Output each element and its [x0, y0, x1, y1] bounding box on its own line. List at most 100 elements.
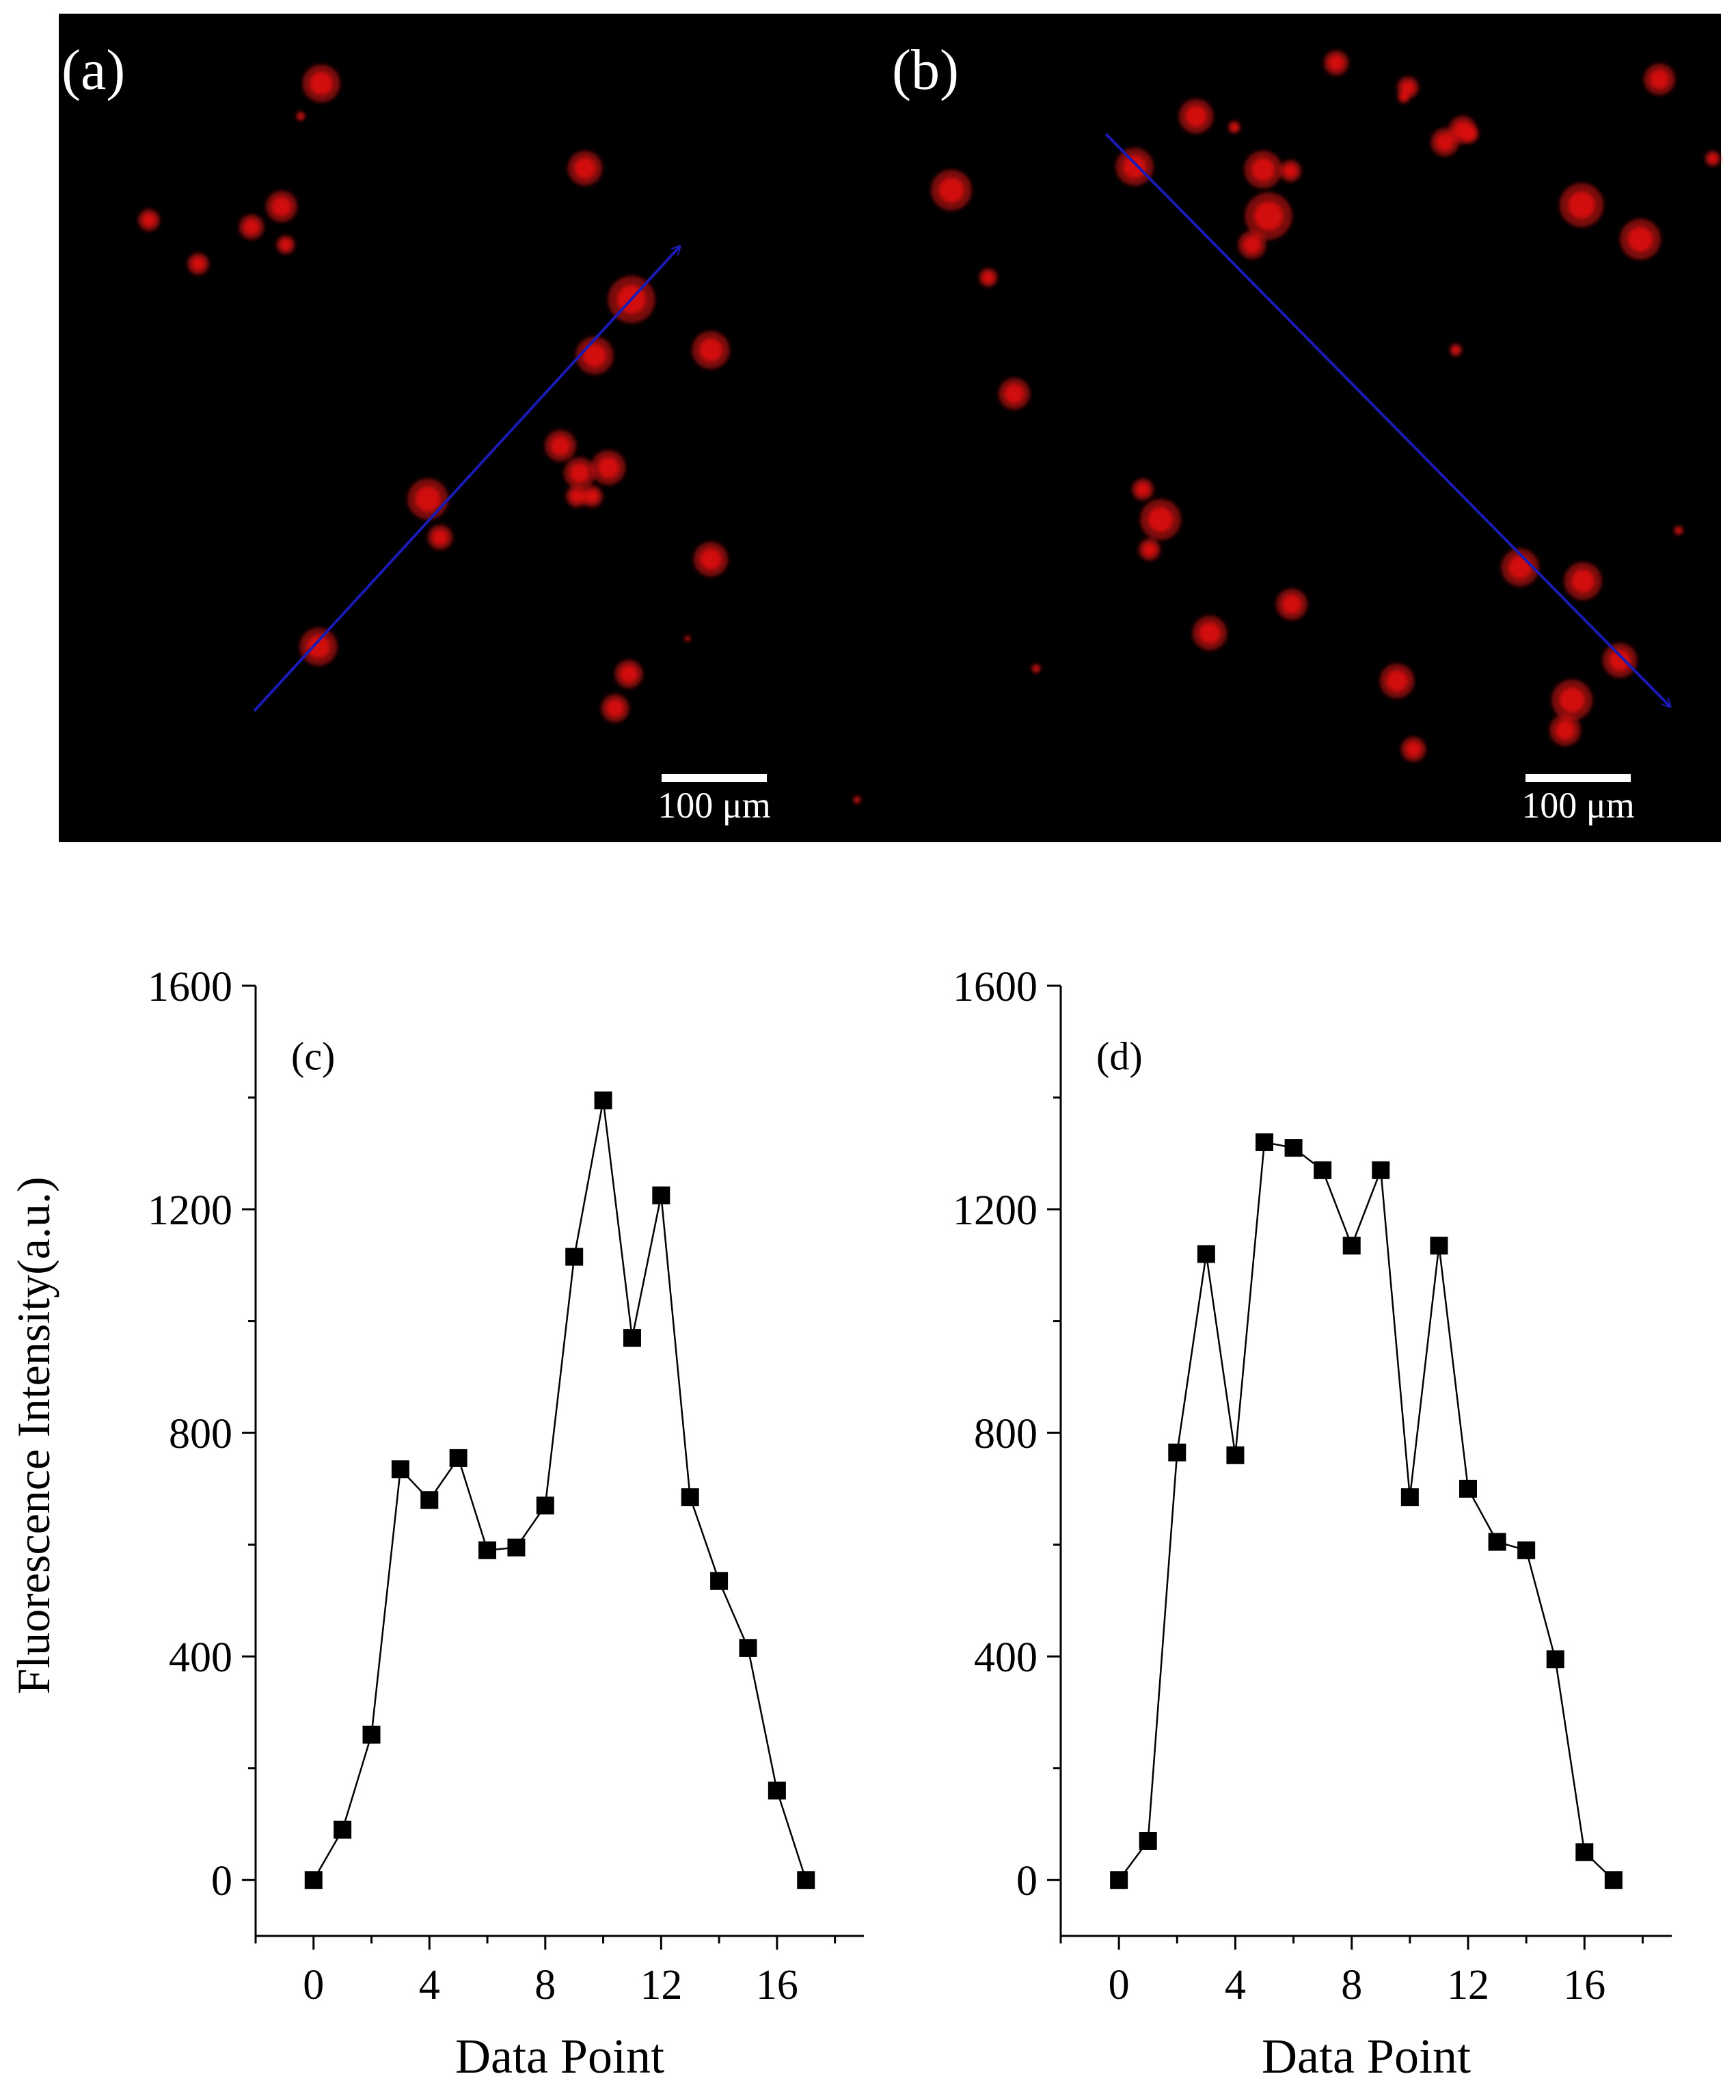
data-point-marker [304, 1871, 323, 1889]
cell [1460, 124, 1479, 144]
micrograph-a: (a) 100 μm [62, 38, 861, 826]
x-tick-label: 12 [1447, 1962, 1489, 2008]
cell [684, 635, 691, 642]
y-tick-label: 1600 [148, 964, 232, 1010]
cell [1276, 589, 1307, 620]
x-tick-label: 0 [1109, 1962, 1130, 2008]
data-point-marker [1168, 1443, 1186, 1462]
cell [614, 660, 643, 688]
cell [1400, 736, 1426, 762]
x-tick-label: 12 [640, 1962, 682, 2008]
data-point-marker [1604, 1871, 1623, 1889]
x-axis-title: Data Point [455, 2029, 664, 2084]
panel-label: (c) [291, 1034, 335, 1079]
cell [931, 170, 972, 211]
data-point-marker [1139, 1832, 1157, 1850]
data-point-marker [334, 1820, 352, 1839]
cell [1705, 150, 1721, 167]
cell [1430, 128, 1459, 157]
data-point-marker [420, 1491, 439, 1509]
cell [1564, 562, 1602, 600]
cell [1192, 615, 1228, 651]
cell [999, 378, 1030, 409]
cell [1644, 64, 1675, 95]
data-point-marker [1546, 1650, 1564, 1669]
cell [591, 450, 626, 485]
data-point-marker [1372, 1161, 1390, 1179]
cell [1379, 663, 1415, 699]
scale-bar-label-a: 100 μm [657, 785, 770, 826]
data-point-marker [1314, 1161, 1332, 1179]
cell [239, 214, 265, 240]
cell [1279, 159, 1302, 183]
cell [407, 479, 448, 520]
data-point-marker [739, 1639, 757, 1657]
data-point-marker [594, 1091, 612, 1109]
micrograph-strip: (a) 100 μm (b) 100 μm [59, 14, 1721, 842]
data-point-marker [1488, 1533, 1506, 1551]
cell [276, 235, 295, 254]
data-point-marker [1110, 1871, 1128, 1889]
panel-label-a: (a) [62, 38, 125, 102]
cell [567, 150, 603, 186]
cell [266, 191, 297, 222]
cell [580, 485, 603, 508]
cell [1323, 50, 1349, 76]
y-tick-label: 1600 [953, 964, 1037, 1010]
cell [1115, 148, 1154, 186]
cell [1397, 90, 1411, 104]
y-axis-title: Fluorescence Intensity(a.u.) [8, 1176, 59, 1694]
cell [187, 252, 210, 275]
data-point-marker [391, 1460, 409, 1479]
cell [1178, 98, 1214, 134]
cell [299, 628, 338, 666]
cell [1228, 120, 1241, 134]
cell [1674, 526, 1683, 535]
cell [1244, 150, 1282, 189]
cell [575, 336, 614, 375]
series-line [312, 1100, 807, 1881]
scale-bar-label-b: 100 μm [1521, 785, 1634, 826]
y-tick-label: 0 [1016, 1858, 1037, 1904]
data-point-marker [1284, 1139, 1303, 1157]
x-tick-label: 8 [1341, 1962, 1362, 2008]
cell [1549, 714, 1581, 746]
data-point-marker [1342, 1237, 1361, 1255]
x-tick-label: 8 [534, 1962, 556, 2008]
x-tick-label: 0 [303, 1962, 324, 2008]
data-point-marker [768, 1781, 786, 1800]
data-point-marker [565, 1248, 584, 1266]
panel-label: (d) [1096, 1034, 1143, 1079]
series-line [1118, 1141, 1614, 1881]
cell [601, 694, 629, 723]
cell [137, 208, 161, 232]
y-tick-label: 400 [169, 1634, 232, 1681]
scale-bar-a [662, 774, 767, 782]
cell [1551, 679, 1592, 721]
y-tick-label: 800 [169, 1411, 232, 1457]
cell [565, 485, 588, 508]
cell [693, 541, 729, 577]
cell [1131, 478, 1154, 501]
x-tick-label: 4 [1225, 1962, 1246, 2008]
data-point-marker [449, 1449, 467, 1467]
cell [979, 268, 998, 287]
data-point-marker [652, 1186, 670, 1204]
y-tick-label: 800 [974, 1411, 1037, 1457]
data-point-marker [536, 1496, 554, 1515]
data-point-marker [797, 1871, 815, 1889]
x-tick-label: 16 [756, 1962, 798, 2008]
x-axis-title: Data Point [1262, 2029, 1471, 2084]
cell [1031, 664, 1041, 673]
x-tick-label: 16 [1563, 1962, 1605, 2008]
cell [1245, 192, 1292, 240]
data-point-marker [1226, 1446, 1245, 1464]
data-point-marker [623, 1329, 641, 1347]
chart-d: 0 400 800 1200 1600 0 4 8 12 16 Data Point (d) [953, 964, 1672, 2084]
data-point-marker [681, 1488, 699, 1507]
data-point-marker [1197, 1245, 1215, 1263]
cell [1449, 343, 1463, 357]
cell [545, 430, 576, 461]
cell [1620, 219, 1661, 260]
